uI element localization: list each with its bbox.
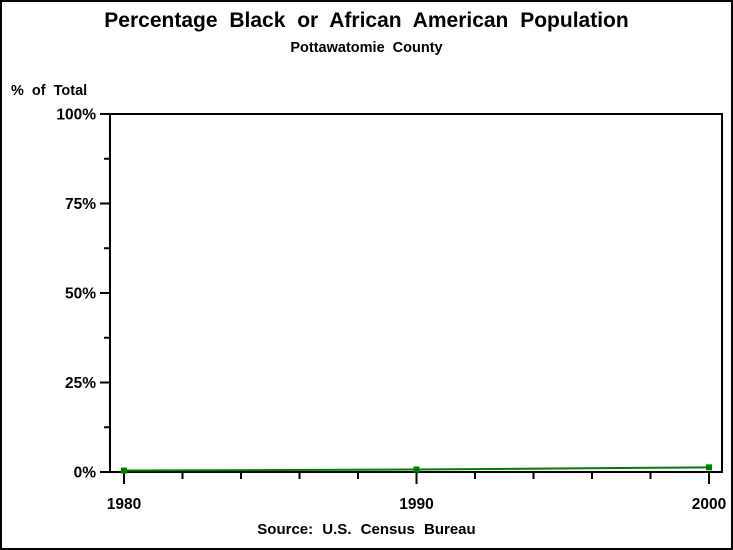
y-tick-label: 100% [56,107,96,124]
x-tick-label: 1990 [399,496,433,513]
y-tick-label: 0% [74,465,97,482]
x-tick-label: 2000 [692,496,726,513]
y-tick-label: 50% [65,286,96,303]
chart-title: Percentage Black or African American Pop… [104,9,629,32]
y-tick-label: 25% [65,375,96,392]
chart-subtitle: Pottawatomie County [290,40,443,56]
source-note: Source: U.S. Census Bureau [257,521,476,538]
y-axis-title: % of Total [11,83,88,99]
x-tick-label: 1980 [107,496,141,513]
data-point-marker [121,467,127,474]
y-tick-label: 75% [65,196,96,213]
data-point-marker [413,466,420,473]
data-point-marker [706,464,712,471]
plot-frame [109,113,723,473]
